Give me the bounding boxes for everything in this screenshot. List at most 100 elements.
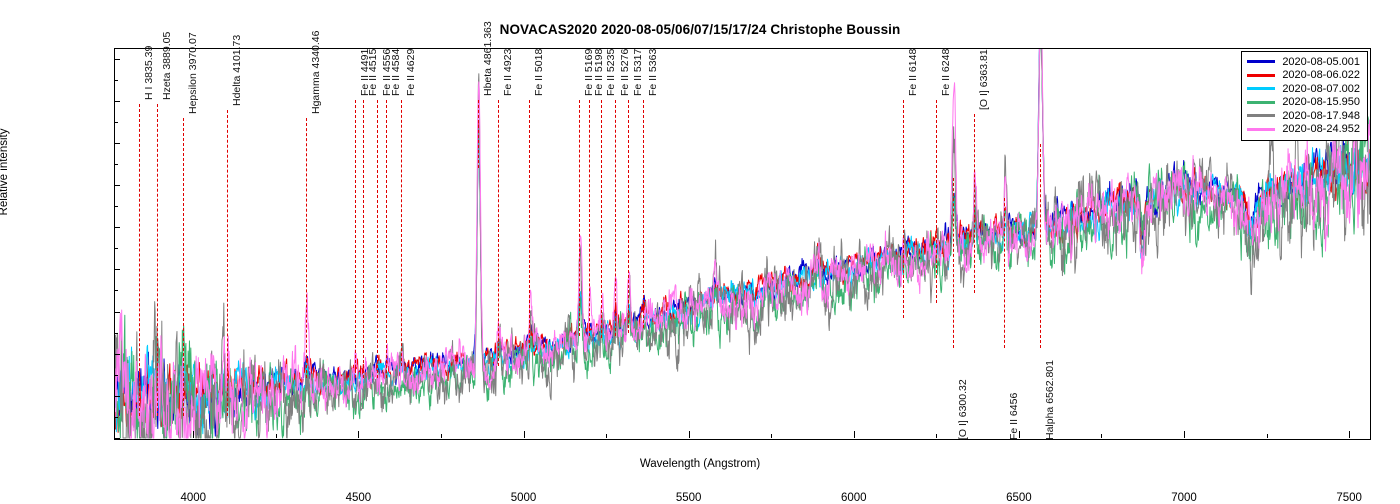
y-minor-tick <box>114 206 118 208</box>
y-tick-mark <box>114 395 120 397</box>
marker-label: Fe II 5363 <box>647 48 660 96</box>
legend-color-swatch <box>1247 100 1276 104</box>
marker-label: Hepsilon 3970.07 <box>187 32 200 114</box>
x-tick-label: 7500 <box>1336 492 1362 504</box>
y-tick-mark <box>114 227 120 229</box>
legend-item[interactable]: 2020-08-17.948 <box>1247 109 1360 123</box>
marker-dashed-line <box>1039 144 1041 348</box>
legend-label: 2020-08-17.948 <box>1282 109 1360 122</box>
x-tick-mark <box>523 431 525 438</box>
x-tick-mark <box>1018 431 1020 438</box>
x-tick-label: 5000 <box>510 492 537 504</box>
legend-item[interactable]: 2020-08-05.001 <box>1247 55 1360 69</box>
marker-label: H I 3835.39 <box>142 45 155 100</box>
legend-item[interactable]: 2020-08-07.002 <box>1247 82 1360 96</box>
x-tick-mark <box>358 431 360 438</box>
spectrum-trace <box>115 49 1370 439</box>
page-title: NOVACAS2020 2020-08-05/06/07/15/17/24 Ch… <box>499 22 901 37</box>
x-tick-mark <box>1349 431 1351 438</box>
y-minor-tick <box>114 332 118 334</box>
marker-dashed-line <box>363 100 365 378</box>
x-tick-label: 6000 <box>840 492 867 504</box>
marker-label: Fe II 5198 <box>592 48 605 96</box>
x-minor-tick <box>275 434 277 438</box>
legend-color-swatch <box>1247 114 1276 118</box>
x-tick-label: 7000 <box>1171 492 1197 504</box>
legend-item[interactable]: 2020-08-06.022 <box>1247 69 1360 83</box>
marker-label: Hdelta 4101.73 <box>230 34 243 106</box>
legend-label: 2020-08-24.952 <box>1282 123 1360 136</box>
legend-color-swatch <box>1247 127 1276 131</box>
marker-dashed-line <box>376 100 378 378</box>
marker-label: Hzeta 3889.05 <box>160 31 173 100</box>
marker-dashed-line <box>902 100 904 318</box>
x-minor-tick <box>936 434 938 438</box>
marker-dashed-line <box>935 100 937 303</box>
legend: 2020-08-05.001 2020-08-06.022 2020-08-07.0… <box>1241 51 1368 141</box>
marker-dashed-line <box>400 100 402 366</box>
y-tick-mark <box>114 438 120 439</box>
marker-label: Fe II 5018 <box>533 48 546 96</box>
marker-label: Fe II 6456 <box>1008 392 1021 440</box>
y-axis-label: Relative intensity <box>0 128 10 216</box>
marker-dashed-line <box>973 114 975 293</box>
x-minor-tick <box>440 434 442 438</box>
plot-frame <box>114 48 1371 440</box>
y-minor-tick <box>114 163 118 165</box>
marker-label: Fe II 4923 <box>502 48 515 96</box>
marker-dashed-line <box>183 118 185 416</box>
y-tick-mark <box>114 58 120 60</box>
marker-dashed-line <box>477 100 479 168</box>
x-tick-mark <box>853 431 855 438</box>
x-minor-tick <box>1101 434 1103 438</box>
marker-dashed-line <box>628 100 630 333</box>
marker-dashed-line <box>952 178 954 348</box>
y-tick-mark <box>114 269 120 271</box>
marker-dashed-line <box>305 118 307 378</box>
legend-label: 2020-08-07.002 <box>1282 82 1360 95</box>
marker-label: Fe II 4629 <box>404 48 417 96</box>
legend-label: 2020-08-06.022 <box>1282 69 1360 82</box>
y-tick-mark <box>114 100 120 102</box>
legend-color-swatch <box>1247 87 1276 91</box>
y-tick-mark <box>114 353 120 355</box>
x-minor-tick <box>1266 434 1268 438</box>
marker-dashed-line <box>138 104 140 416</box>
marker-dashed-line <box>588 100 590 336</box>
legend-color-swatch <box>1247 73 1276 77</box>
y-tick-mark <box>114 311 120 313</box>
spectra-traces <box>115 49 1370 439</box>
marker-dashed-line <box>355 100 357 378</box>
marker-dashed-line <box>601 100 603 338</box>
legend-label: 2020-08-15.950 <box>1282 96 1360 109</box>
x-tick-label: 6500 <box>1006 492 1032 504</box>
y-minor-tick <box>114 290 118 292</box>
plot-area: 00.20.40.60.811.21.41.61.8 4000450050005… <box>114 21 1371 504</box>
y-minor-tick <box>114 374 118 376</box>
x-tick-mark <box>688 431 690 438</box>
marker-label: Fe II 5276 <box>618 48 631 96</box>
marker-dashed-line <box>156 104 158 416</box>
y-minor-tick <box>114 248 118 250</box>
marker-label: [O I] 6363.81 <box>977 49 990 110</box>
y-tick-mark <box>114 142 120 144</box>
marker-label: [O I] 6300.32 <box>956 379 969 440</box>
marker-label: Fe II 5317 <box>632 48 645 96</box>
marker-label: Fe II 4584 <box>390 48 403 96</box>
legend-item[interactable]: 2020-08-24.952 <box>1247 123 1360 137</box>
marker-dashed-line <box>1004 198 1006 348</box>
legend-label: 2020-08-05.001 <box>1282 55 1360 68</box>
marker-dashed-line <box>529 100 531 348</box>
marker-dashed-line <box>614 100 616 336</box>
marker-label: Hbeta 4861.363 <box>481 21 494 96</box>
x-tick-mark <box>193 431 195 438</box>
x-tick-label: 4500 <box>345 492 372 504</box>
x-tick-label: 4000 <box>180 492 207 504</box>
legend-item[interactable]: 2020-08-15.950 <box>1247 96 1360 110</box>
x-minor-tick <box>771 434 773 438</box>
marker-dashed-line <box>498 100 500 366</box>
marker-label: Fe II 6148 <box>906 48 919 96</box>
marker-dashed-line <box>579 100 581 336</box>
marker-label: Fe II 6248 <box>939 48 952 96</box>
